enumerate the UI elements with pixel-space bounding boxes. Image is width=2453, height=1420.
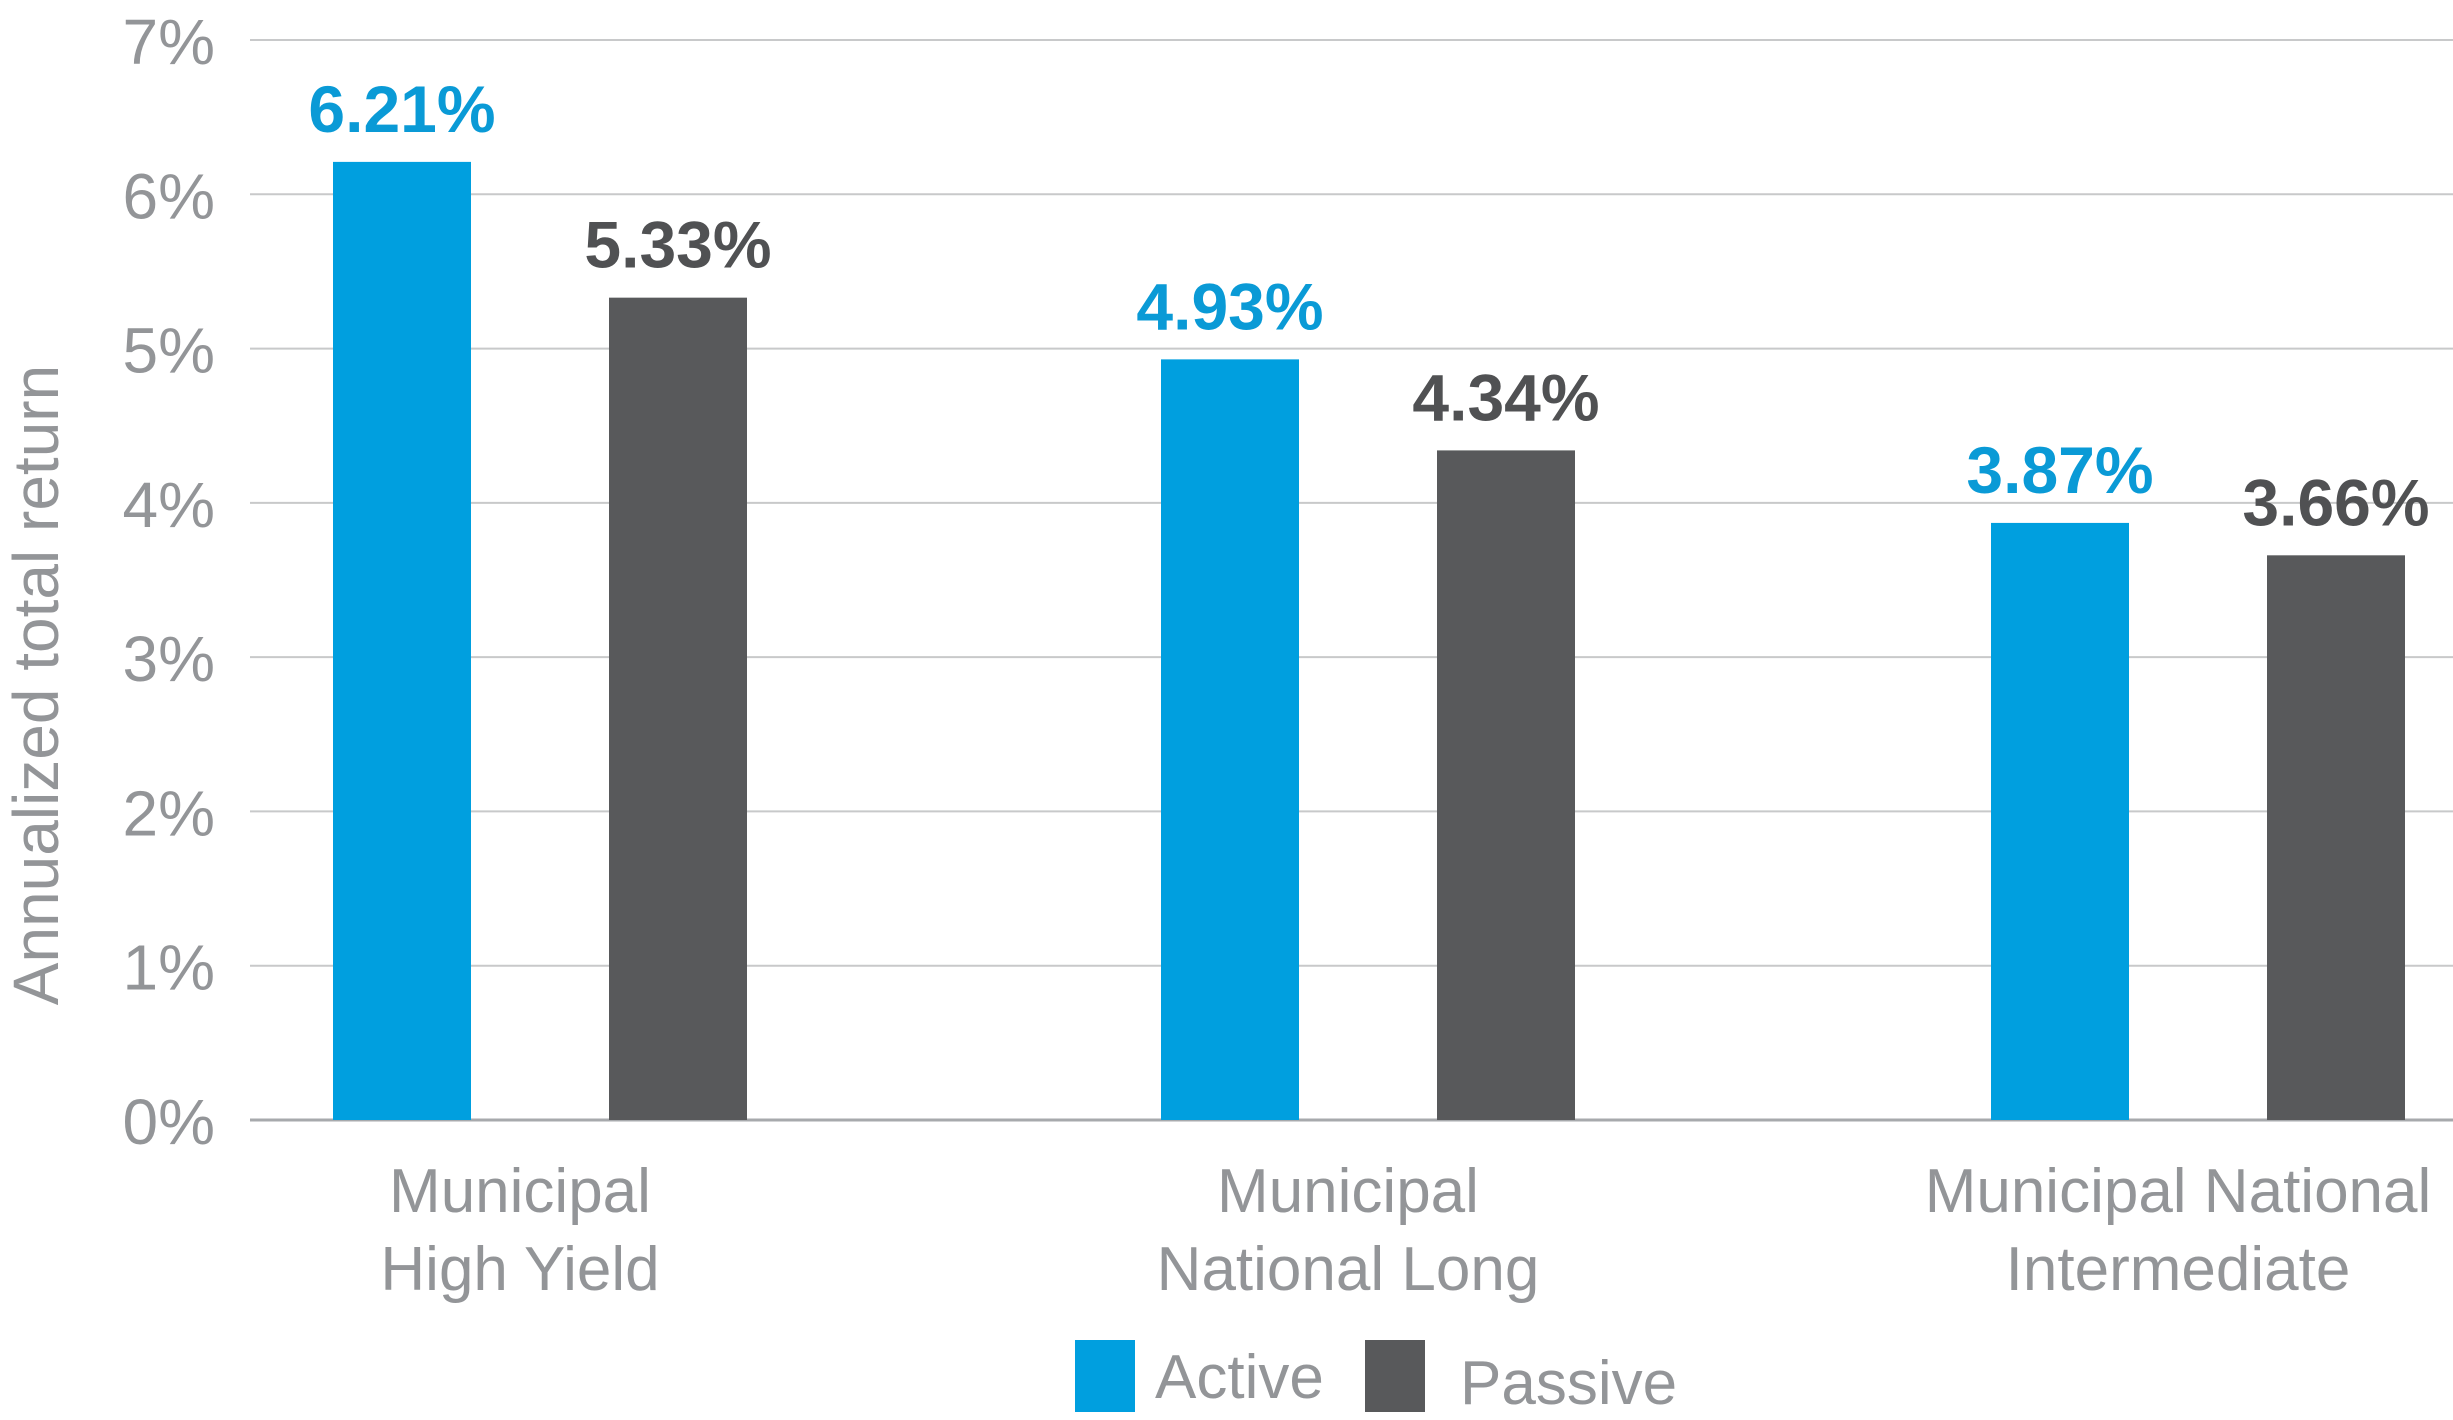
active-data-label: 6.21% — [308, 72, 495, 146]
category-label: Intermediate — [2006, 1235, 2351, 1304]
passive-legend-label: Passive — [1460, 1349, 1677, 1418]
active-bar — [1991, 522, 2129, 1120]
active-data-label: 3.87% — [1966, 433, 2153, 507]
active-legend-label: Active — [1155, 1343, 1324, 1412]
y-axis-title: Annualized total return — [0, 365, 72, 1005]
active-data-label: 4.93% — [1136, 269, 1323, 343]
category-label: Municipal — [1217, 1157, 1479, 1226]
category-label: National Long — [1157, 1235, 1540, 1304]
passive-bar — [1437, 450, 1575, 1120]
passive-data-label: 4.34% — [1412, 360, 1599, 434]
legend: Active Passive — [1075, 1340, 1677, 1418]
y-axis-ticks: 0% 1% 2% 3% 4% 5% 6% 7% — [123, 6, 216, 1158]
category-label: Municipal — [389, 1157, 651, 1226]
y-tick-label: 0% — [123, 1086, 216, 1158]
y-tick-label: 5% — [123, 315, 216, 387]
y-tick-label: 3% — [123, 623, 216, 695]
active-bar — [1161, 359, 1299, 1120]
passive-data-label: 5.33% — [584, 208, 771, 282]
y-tick-label: 1% — [123, 932, 216, 1004]
bars — [333, 161, 2405, 1121]
category-label: Municipal National — [1925, 1157, 2432, 1226]
active-legend-swatch — [1075, 1340, 1135, 1412]
active-bar — [333, 161, 471, 1120]
y-tick-label: 4% — [123, 469, 216, 541]
y-tick-label: 2% — [123, 777, 216, 849]
passive-bar — [2267, 555, 2405, 1120]
y-tick-label: 6% — [123, 160, 216, 232]
passive-legend-swatch — [1365, 1340, 1425, 1412]
x-axis-categories: Municipal High Yield Municipal National Lon… — [380, 1157, 2431, 1304]
passive-bar — [609, 297, 747, 1121]
y-tick-label: 7% — [123, 6, 216, 78]
category-label: High Yield — [380, 1235, 659, 1304]
data-labels: 6.21% 4.93% 3.87% 5.33% 4.34% 3.66% — [308, 72, 2429, 539]
passive-data-label: 3.66% — [2242, 465, 2429, 539]
